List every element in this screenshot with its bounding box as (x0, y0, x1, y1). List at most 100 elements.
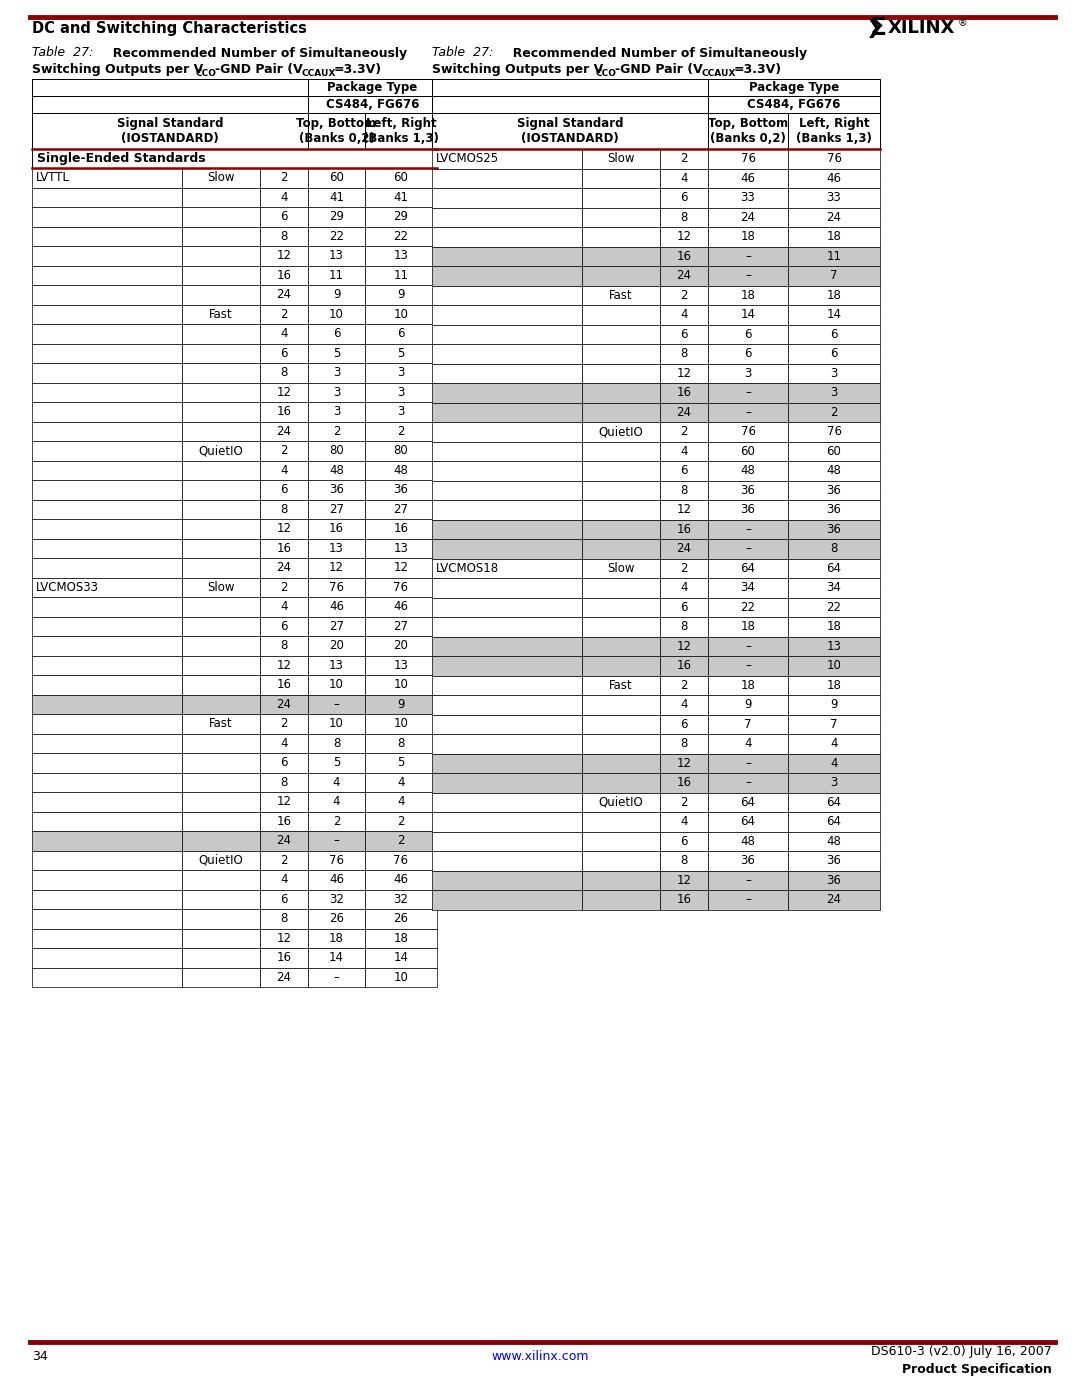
Text: 4: 4 (744, 738, 752, 750)
Text: 8: 8 (397, 736, 405, 750)
Text: 7: 7 (744, 718, 752, 731)
Bar (183, 870, 260, 890)
Bar (32, 305, 183, 324)
Text: –: – (745, 777, 751, 789)
Text: –: – (745, 250, 751, 263)
Bar (432, 851, 582, 870)
Text: 34: 34 (32, 1351, 48, 1363)
Text: 18: 18 (329, 932, 343, 944)
Text: 4: 4 (280, 191, 287, 204)
Text: -GND Pair (V: -GND Pair (V (615, 63, 703, 75)
Bar (183, 344, 260, 363)
Text: 6: 6 (680, 835, 688, 848)
Text: 41: 41 (329, 191, 345, 204)
Text: Switching Outputs per V: Switching Outputs per V (432, 63, 604, 75)
Bar (183, 207, 260, 226)
Bar (788, 246, 880, 265)
Bar (660, 657, 708, 676)
Text: 60: 60 (329, 172, 343, 184)
Bar (32, 792, 183, 812)
Bar (788, 773, 880, 792)
Bar (660, 422, 708, 441)
Bar (708, 344, 788, 363)
Bar (582, 149, 660, 169)
Bar (582, 461, 660, 481)
Bar (708, 753, 788, 773)
Text: 64: 64 (826, 562, 841, 574)
Bar (660, 792, 708, 812)
Text: Switching Outputs per V: Switching Outputs per V (32, 63, 203, 75)
Text: 8: 8 (680, 854, 688, 868)
Bar (183, 655, 260, 675)
Text: 20: 20 (393, 640, 408, 652)
Bar (183, 500, 260, 520)
Bar (365, 113, 437, 149)
Text: 13: 13 (329, 542, 343, 555)
Bar (32, 481, 183, 500)
Text: Slow: Slow (607, 152, 635, 165)
Text: 22: 22 (741, 601, 756, 613)
Text: 4: 4 (680, 581, 688, 594)
Text: 13: 13 (826, 640, 841, 652)
Text: Fast: Fast (609, 289, 633, 302)
Bar (183, 285, 260, 305)
Bar (365, 890, 437, 909)
Bar (308, 675, 365, 694)
Text: 16: 16 (676, 250, 691, 263)
Text: 22: 22 (826, 601, 841, 613)
Bar (308, 265, 365, 285)
Text: 3: 3 (397, 386, 405, 398)
Bar (308, 733, 365, 753)
Bar (788, 578, 880, 598)
Bar (582, 831, 660, 851)
Bar (708, 363, 788, 383)
Text: 10: 10 (393, 717, 408, 731)
Text: 76: 76 (741, 425, 756, 439)
Text: 8: 8 (831, 542, 838, 555)
Text: 3: 3 (831, 386, 838, 400)
Text: LVTTL: LVTTL (36, 172, 70, 184)
Bar (260, 285, 308, 305)
Text: 48: 48 (393, 464, 408, 476)
Text: LVCMOS33: LVCMOS33 (36, 581, 99, 594)
Bar (708, 559, 788, 578)
Bar (365, 441, 437, 461)
Bar (260, 694, 308, 714)
Text: 10: 10 (393, 679, 408, 692)
Bar (183, 363, 260, 383)
Text: 6: 6 (280, 620, 287, 633)
Bar (432, 714, 582, 733)
Bar (365, 733, 437, 753)
Bar (432, 96, 708, 113)
Bar (708, 441, 788, 461)
Bar (308, 422, 365, 441)
Bar (432, 422, 582, 441)
Bar (32, 363, 183, 383)
Bar (365, 265, 437, 285)
Bar (308, 481, 365, 500)
Text: 76: 76 (826, 425, 841, 439)
Bar (788, 753, 880, 773)
Text: 12: 12 (276, 386, 292, 398)
Bar (308, 383, 365, 402)
Bar (183, 753, 260, 773)
Bar (708, 208, 788, 226)
Text: Slow: Slow (207, 172, 234, 184)
Text: 4: 4 (280, 736, 287, 750)
Bar (260, 441, 308, 461)
Text: 12: 12 (676, 503, 691, 517)
Bar (432, 441, 582, 461)
Bar (183, 226, 260, 246)
Text: 6: 6 (333, 327, 340, 341)
Text: 12: 12 (676, 231, 691, 243)
Bar (308, 968, 365, 988)
Text: 34: 34 (826, 581, 841, 594)
Text: 2: 2 (397, 425, 405, 437)
Bar (788, 637, 880, 657)
Bar (183, 481, 260, 500)
Text: 24: 24 (741, 211, 756, 224)
Text: 5: 5 (333, 756, 340, 770)
Bar (432, 812, 582, 831)
Text: 76: 76 (329, 854, 345, 866)
Bar (788, 676, 880, 694)
